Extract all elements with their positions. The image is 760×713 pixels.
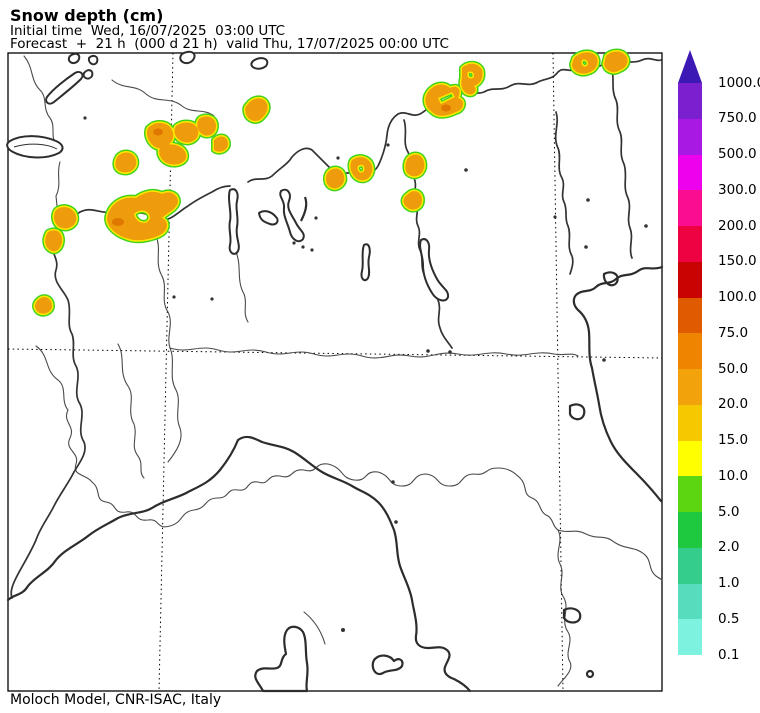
lake-geneva (6, 135, 64, 159)
colorbar-segment (678, 226, 702, 262)
page-title: Snow depth (cm) (10, 6, 164, 25)
lakes (6, 50, 450, 302)
meridian-line-west (158, 52, 174, 692)
lake-neuchatel (45, 70, 84, 105)
colorbar-segment (678, 476, 702, 512)
colorbar-label: 2.0 (718, 539, 740, 556)
colorbar-segment (678, 547, 702, 584)
snow-core-50cm-dark-orange (112, 104, 451, 226)
regional-borders (23, 55, 663, 687)
colorbar-segment (678, 154, 702, 191)
colorbar-label: 200.0 (718, 217, 757, 234)
lake-lugano (258, 210, 279, 226)
colorbar-label: 150.0 (718, 253, 757, 270)
colorbar-segment (678, 440, 702, 477)
colorbar-segment (678, 512, 702, 548)
colorbar-label: 0.1 (718, 646, 740, 663)
colorbar-label: 100.0 (718, 289, 757, 305)
forecast-valid-label: Forecast + 21 h (000 d 21 h) valid Thu, … (10, 36, 449, 52)
colorbar-label: 50.0 (718, 360, 749, 377)
colorbar-arrow-icon (678, 50, 702, 83)
colorbar-segment (678, 333, 702, 369)
colorbar-segment (678, 583, 702, 620)
colorbar-segment (678, 190, 702, 226)
colorbar-label: 300.0 (718, 181, 757, 198)
lake-como (279, 188, 305, 243)
graticule-gridlines (7, 52, 663, 692)
colorbar-label: 20.0 (718, 396, 749, 413)
colorbar-label: 10.0 (718, 467, 749, 484)
colorbar-label: 15.0 (718, 432, 749, 448)
parallel-line (7, 348, 663, 359)
coastlines (6, 265, 664, 693)
colorbar-segment (678, 261, 702, 298)
colorbar-label: 750.0 (718, 110, 757, 127)
colorbar-label: 1.0 (718, 575, 740, 591)
colorbar-label: 75.0 (718, 324, 749, 341)
country-borders (10, 57, 662, 599)
colorbar-label: 0.5 (718, 610, 740, 627)
lake-iseo (360, 243, 371, 282)
colorbar-segment (678, 297, 702, 334)
colorbar-segment (678, 404, 702, 441)
lake-maggiore (228, 188, 240, 255)
colorbar-label: 1000.0 (718, 74, 760, 91)
lake-garda (419, 238, 450, 302)
model-credit-label: Moloch Model, CNR-ISAC, Italy (10, 692, 222, 708)
town-dots (83, 116, 648, 632)
colorbar-segment (678, 619, 702, 655)
colorbar-label: 5.0 (718, 503, 740, 520)
colorbar-label: 500.0 (718, 146, 757, 162)
colorbar-segment (678, 118, 702, 155)
map-frame (7, 52, 663, 692)
colorbar-segment (678, 83, 702, 119)
snow-area-20cm-orange (35, 51, 628, 314)
colorbar-segment (678, 369, 702, 405)
colorbar: 1000.0 750.0 500.0 300.0 200.0 150.0 100.0 75.0… (678, 50, 760, 663)
initial-time-label: Initial time Wed, 16/07/2025 03:00 UTC (10, 23, 286, 39)
